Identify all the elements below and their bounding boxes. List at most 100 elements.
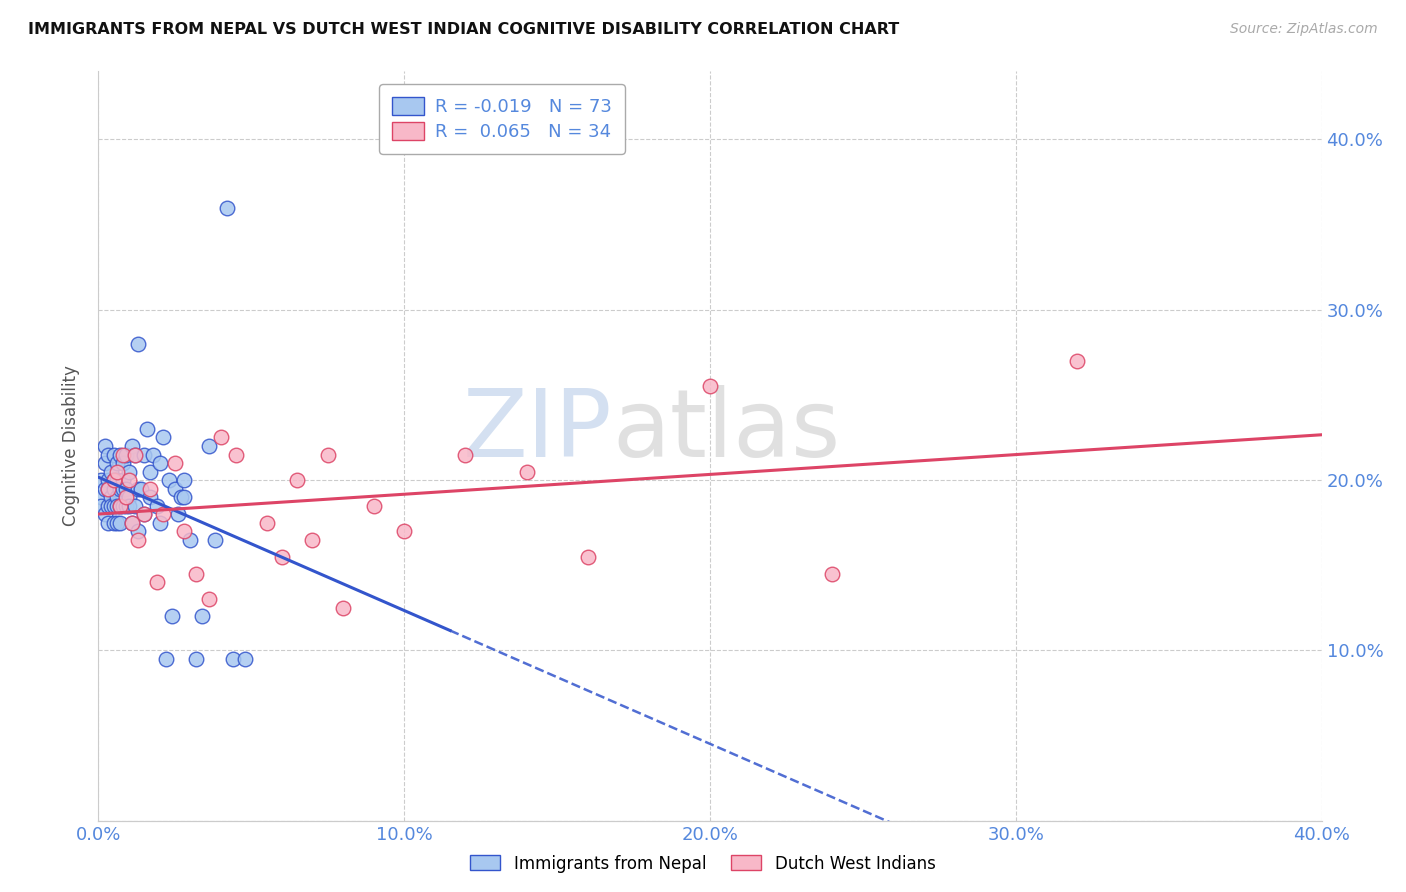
Point <box>209 430 232 444</box>
Point <box>124 448 146 462</box>
Point <box>149 516 172 530</box>
Point <box>127 533 149 547</box>
Point <box>93 507 115 521</box>
Point <box>90 490 112 504</box>
Point <box>316 448 339 462</box>
Point <box>115 448 138 462</box>
Point <box>173 490 195 504</box>
Point <box>118 465 141 479</box>
Point <box>392 524 416 538</box>
Point <box>108 482 131 496</box>
Point <box>285 473 308 487</box>
Point <box>105 499 128 513</box>
Point <box>699 379 721 393</box>
Point <box>170 490 193 504</box>
Point <box>118 473 141 487</box>
Text: ZIP: ZIP <box>463 385 612 477</box>
Point <box>149 456 172 470</box>
Point <box>105 465 128 479</box>
Point <box>215 201 238 215</box>
Point <box>124 499 146 513</box>
Point <box>111 448 134 462</box>
Point <box>134 448 156 462</box>
Point <box>576 549 599 564</box>
Point <box>93 482 115 496</box>
Point <box>90 473 112 487</box>
Point <box>103 473 125 487</box>
Point <box>222 652 245 666</box>
Point <box>115 490 138 504</box>
Legend: R = -0.019   N = 73, R =  0.065   N = 34: R = -0.019 N = 73, R = 0.065 N = 34 <box>380 84 624 153</box>
Point <box>145 575 167 590</box>
Point <box>93 439 115 453</box>
Point <box>204 533 226 547</box>
Point <box>160 609 183 624</box>
Point <box>103 473 125 487</box>
Point <box>139 490 162 504</box>
Point <box>197 592 219 607</box>
Point <box>108 516 131 530</box>
Point <box>108 448 131 462</box>
Point <box>118 499 141 513</box>
Point <box>332 600 354 615</box>
Point <box>127 524 149 538</box>
Point <box>111 456 134 470</box>
Point <box>173 524 195 538</box>
Point <box>256 516 278 530</box>
Y-axis label: Cognitive Disability: Cognitive Disability <box>62 366 80 526</box>
Point <box>105 456 128 470</box>
Point <box>97 499 120 513</box>
Point <box>127 336 149 351</box>
Point <box>129 482 152 496</box>
Point <box>105 490 128 504</box>
Point <box>152 430 174 444</box>
Point <box>136 422 159 436</box>
Point <box>454 448 477 462</box>
Point <box>97 482 120 496</box>
Point <box>115 499 138 513</box>
Point <box>100 490 122 504</box>
Point <box>157 473 180 487</box>
Point <box>163 456 186 470</box>
Point <box>121 516 143 530</box>
Point <box>191 609 214 624</box>
Point <box>100 465 122 479</box>
Point <box>105 473 128 487</box>
Point <box>270 549 292 564</box>
Point <box>111 499 134 513</box>
Point <box>163 482 186 496</box>
Point <box>821 566 844 581</box>
Point <box>145 499 167 513</box>
Point <box>97 516 120 530</box>
Point <box>233 652 256 666</box>
Point <box>225 448 247 462</box>
Point <box>363 499 385 513</box>
Text: atlas: atlas <box>612 385 841 477</box>
Point <box>155 652 177 666</box>
Point <box>111 482 134 496</box>
Point <box>103 448 125 462</box>
Point <box>301 533 323 547</box>
Point <box>179 533 201 547</box>
Point <box>127 482 149 496</box>
Point <box>100 499 122 513</box>
Point <box>167 507 190 521</box>
Point <box>124 448 146 462</box>
Point <box>173 473 195 487</box>
Point <box>97 473 120 487</box>
Point <box>134 507 156 521</box>
Point <box>516 465 538 479</box>
Point <box>108 499 131 513</box>
Point <box>142 448 165 462</box>
Text: Source: ZipAtlas.com: Source: ZipAtlas.com <box>1230 22 1378 37</box>
Point <box>121 516 143 530</box>
Point <box>121 439 143 453</box>
Point <box>197 439 219 453</box>
Point <box>97 482 120 496</box>
Legend: Immigrants from Nepal, Dutch West Indians: Immigrants from Nepal, Dutch West Indian… <box>464 848 942 880</box>
Point <box>115 482 138 496</box>
Text: IMMIGRANTS FROM NEPAL VS DUTCH WEST INDIAN COGNITIVE DISABILITY CORRELATION CHAR: IMMIGRANTS FROM NEPAL VS DUTCH WEST INDI… <box>28 22 900 37</box>
Point <box>139 482 162 496</box>
Point <box>90 499 112 513</box>
Point <box>152 507 174 521</box>
